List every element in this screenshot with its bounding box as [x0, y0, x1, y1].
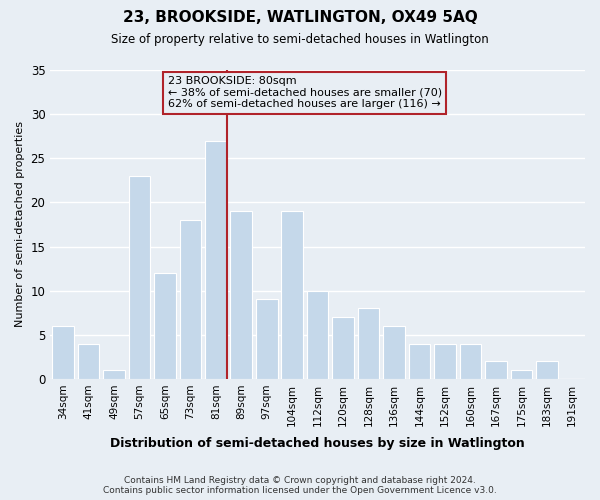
Bar — [511, 370, 532, 379]
Bar — [536, 362, 557, 379]
Text: Size of property relative to semi-detached houses in Watlington: Size of property relative to semi-detach… — [111, 32, 489, 46]
Bar — [434, 344, 456, 379]
Bar — [281, 211, 303, 379]
Bar — [358, 308, 379, 379]
Bar — [383, 326, 405, 379]
Text: 23, BROOKSIDE, WATLINGTON, OX49 5AQ: 23, BROOKSIDE, WATLINGTON, OX49 5AQ — [122, 10, 478, 25]
Bar — [103, 370, 125, 379]
Bar — [205, 140, 227, 379]
Text: Contains HM Land Registry data © Crown copyright and database right 2024.
Contai: Contains HM Land Registry data © Crown c… — [103, 476, 497, 495]
Bar — [154, 273, 176, 379]
Text: 23 BROOKSIDE: 80sqm
← 38% of semi-detached houses are smaller (70)
62% of semi-d: 23 BROOKSIDE: 80sqm ← 38% of semi-detach… — [168, 76, 442, 110]
X-axis label: Distribution of semi-detached houses by size in Watlington: Distribution of semi-detached houses by … — [110, 437, 525, 450]
Bar — [179, 220, 201, 379]
Y-axis label: Number of semi-detached properties: Number of semi-detached properties — [15, 122, 25, 328]
Bar — [409, 344, 430, 379]
Bar — [485, 362, 507, 379]
Bar — [332, 317, 354, 379]
Bar — [256, 300, 278, 379]
Bar — [460, 344, 481, 379]
Bar — [77, 344, 100, 379]
Bar — [52, 326, 74, 379]
Bar — [128, 176, 150, 379]
Bar — [230, 211, 252, 379]
Bar — [307, 290, 328, 379]
